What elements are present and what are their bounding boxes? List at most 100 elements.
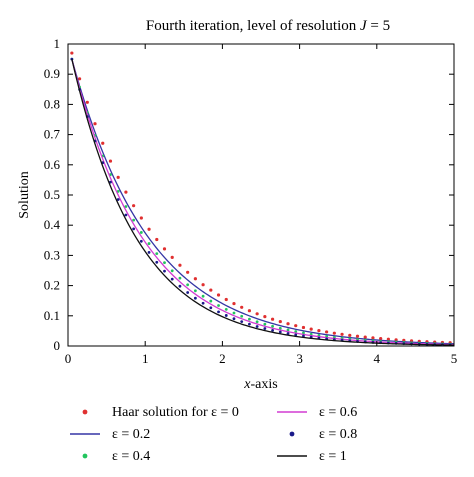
series-point-2 (170, 269, 174, 273)
series-point-0 (294, 324, 298, 328)
y-tick-label: 0.1 (44, 308, 60, 323)
x-tick-label: 5 (451, 351, 458, 366)
series-point-4 (232, 317, 236, 321)
series-point-0 (186, 270, 190, 274)
series-point-0 (162, 247, 167, 251)
series-point-0 (309, 327, 313, 331)
legend-label-3: ε = 0.6 (319, 405, 357, 420)
series-point-0 (209, 288, 213, 292)
series-point-2 (201, 294, 205, 298)
series-point-0 (386, 337, 390, 341)
series-point-4 (263, 327, 267, 330)
series-point-4 (286, 332, 290, 335)
series-point-0 (101, 141, 105, 145)
x-axis-label-var: x (243, 377, 251, 392)
series-point-0 (286, 322, 290, 326)
series-point-0 (108, 159, 113, 163)
legend-label-4: ε = 0.8 (319, 427, 357, 442)
series-point-0 (170, 255, 174, 260)
series-point-4 (116, 198, 120, 201)
series-point-0 (255, 312, 259, 316)
series-point-0 (77, 77, 82, 81)
series-point-0 (193, 277, 197, 281)
series-point-2 (155, 252, 159, 256)
y-axis-ticks: 0 0.1 0.2 0.3 0.4 0.5 0.6 0.7 0.8 0.9 1 (44, 36, 454, 353)
series-point-2 (302, 331, 305, 335)
series-point-0 (247, 309, 252, 313)
series-point-0 (124, 190, 128, 194)
series-point-4 (240, 320, 244, 323)
legend-swatch-4 (289, 431, 295, 437)
series-point-0 (332, 331, 336, 335)
series-point-0 (270, 317, 275, 321)
series-point-4 (217, 310, 220, 314)
series-point-0 (93, 122, 97, 126)
legend-swatch-2 (82, 453, 88, 459)
series-point-2 (240, 314, 244, 318)
series-point-0 (379, 337, 383, 341)
series-point-4 (271, 329, 274, 332)
series-point-0 (147, 227, 151, 231)
series-point-4 (155, 260, 159, 264)
series-point-4 (139, 239, 143, 243)
x-tick-label: 1 (142, 351, 149, 366)
chart-title-var: J (360, 18, 368, 34)
y-tick-label: 0.4 (44, 217, 61, 232)
series-line-1 (71, 58, 455, 345)
x-tick-label: 0 (65, 351, 72, 366)
series-point-4 (248, 322, 251, 326)
series-point-2 (294, 330, 298, 333)
y-axis-label: Solution (17, 171, 32, 218)
series-point-0 (278, 319, 282, 324)
series-point-2 (255, 320, 259, 324)
series-point-0 (340, 332, 344, 336)
series-point-0 (363, 335, 367, 339)
legend-label-0: Haar solution for ε = 0 (112, 405, 239, 420)
series-point-4 (178, 284, 182, 288)
series-point-2 (278, 326, 282, 330)
series-point-2 (224, 308, 228, 311)
series-point-2 (124, 205, 128, 208)
y-tick-label: 0.6 (44, 157, 61, 172)
series-point-2 (209, 299, 213, 303)
series-point-0 (348, 333, 352, 337)
series-point-4 (193, 296, 197, 300)
y-tick-label: 1 (54, 36, 61, 51)
series-point-2 (186, 283, 190, 287)
series-point-0 (317, 328, 321, 333)
series-point-4 (201, 301, 205, 305)
series-point-0 (85, 100, 89, 104)
series-line-3 (71, 58, 455, 346)
series-line-5 (71, 58, 455, 346)
legend-label-1: ε = 0.2 (112, 427, 150, 442)
series-point-4 (278, 330, 282, 334)
legend-label-5: ε = 1 (319, 449, 347, 464)
series-point-4 (132, 227, 136, 231)
y-tick-label: 0.2 (44, 278, 60, 293)
series-point-0 (178, 263, 182, 267)
plot-frame (67, 43, 455, 347)
series-point-2 (217, 304, 220, 307)
series-point-0 (216, 293, 221, 297)
series-point-2 (178, 276, 182, 280)
series-point-0 (355, 334, 360, 338)
x-axis-ticks: 0 1 2 3 4 5 (65, 44, 458, 366)
series-point-0 (263, 315, 267, 319)
series-point-4 (209, 306, 213, 310)
series-point-2 (163, 261, 166, 265)
x-tick-label: 4 (374, 351, 381, 366)
series-point-4 (294, 333, 298, 337)
y-tick-label: 0.9 (44, 66, 60, 81)
series-point-0 (240, 305, 244, 309)
series-point-2 (248, 317, 251, 321)
series-point-4 (186, 291, 190, 294)
x-tick-label: 2 (219, 351, 226, 366)
series-point-0 (132, 204, 136, 208)
series-point-0 (155, 237, 159, 242)
chart-title-main: Fourth iteration, level of resolution (146, 18, 360, 34)
series-point-0 (224, 297, 228, 302)
y-tick-label: 0.7 (44, 127, 61, 142)
series-point-2 (193, 289, 197, 293)
series-point-2 (132, 218, 136, 222)
series-point-0 (325, 330, 329, 334)
